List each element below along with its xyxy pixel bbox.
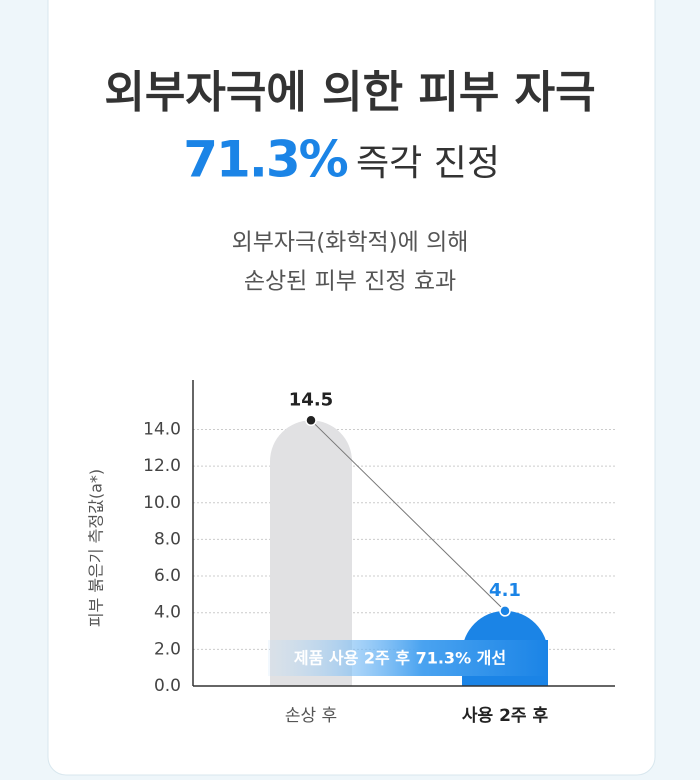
value-label: 4.1 (489, 580, 521, 601)
y-tick-label: 2.0 (154, 639, 181, 659)
title-highlight: 71.3% (183, 131, 347, 189)
plot: 0.0 2.0 4.0 6.0 8.0 10.0 12.0 14.0 제품 사용 2주 후 71… (143, 380, 615, 726)
description: 외부자극(화학적)에 의해 (232, 230, 469, 256)
y-axis-label: 피부 붉은기 측정값(a*) (87, 469, 106, 627)
y-tick-label: 0.0 (154, 676, 181, 696)
description: 손상된 피부 진정 효과 (244, 269, 456, 295)
title-suffix: 즉각 진정 (356, 143, 500, 184)
value-dot (305, 414, 317, 427)
y-tick-label: 10.0 (143, 493, 181, 513)
y-tick-label: 14.0 (143, 419, 181, 439)
annotation: 제품 사용 2주 후 71.3% 개선 (294, 649, 506, 668)
y-tick-label: 4.0 (154, 603, 181, 623)
title: 외부자극에 의한 피부 자극 (104, 67, 595, 118)
y-tick-label: 8.0 (154, 529, 181, 549)
bar (270, 420, 352, 686)
y-tick-label: 12.0 (143, 456, 181, 476)
value-label: 14.5 (289, 389, 333, 410)
annotation-banner (268, 640, 548, 676)
value-dot (499, 605, 511, 617)
y-tick-label: 6.0 (154, 566, 181, 586)
x-tick-label: 손상 후 (285, 706, 337, 726)
connector-line (310, 419, 506, 612)
card (47, 0, 656, 776)
x-tick-label: 사용 2주 후 (462, 705, 549, 726)
